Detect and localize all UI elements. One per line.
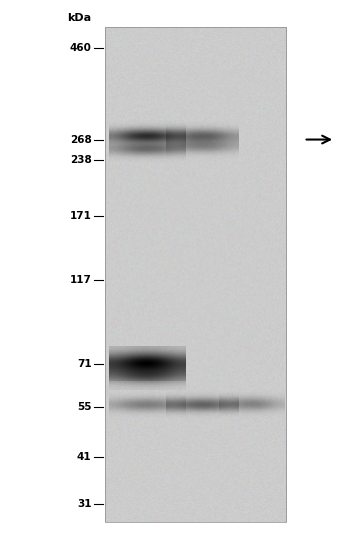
Text: 31: 31 bbox=[77, 500, 91, 509]
Text: 55: 55 bbox=[77, 402, 91, 412]
Text: kDa: kDa bbox=[67, 14, 91, 24]
Text: 171: 171 bbox=[69, 210, 91, 221]
Text: 41: 41 bbox=[77, 452, 91, 462]
Bar bbox=[105, 27, 286, 522]
Text: 268: 268 bbox=[70, 135, 91, 144]
Text: 71: 71 bbox=[77, 359, 91, 369]
Text: 460: 460 bbox=[69, 43, 91, 53]
Text: 238: 238 bbox=[70, 155, 91, 165]
Text: 117: 117 bbox=[69, 274, 91, 285]
